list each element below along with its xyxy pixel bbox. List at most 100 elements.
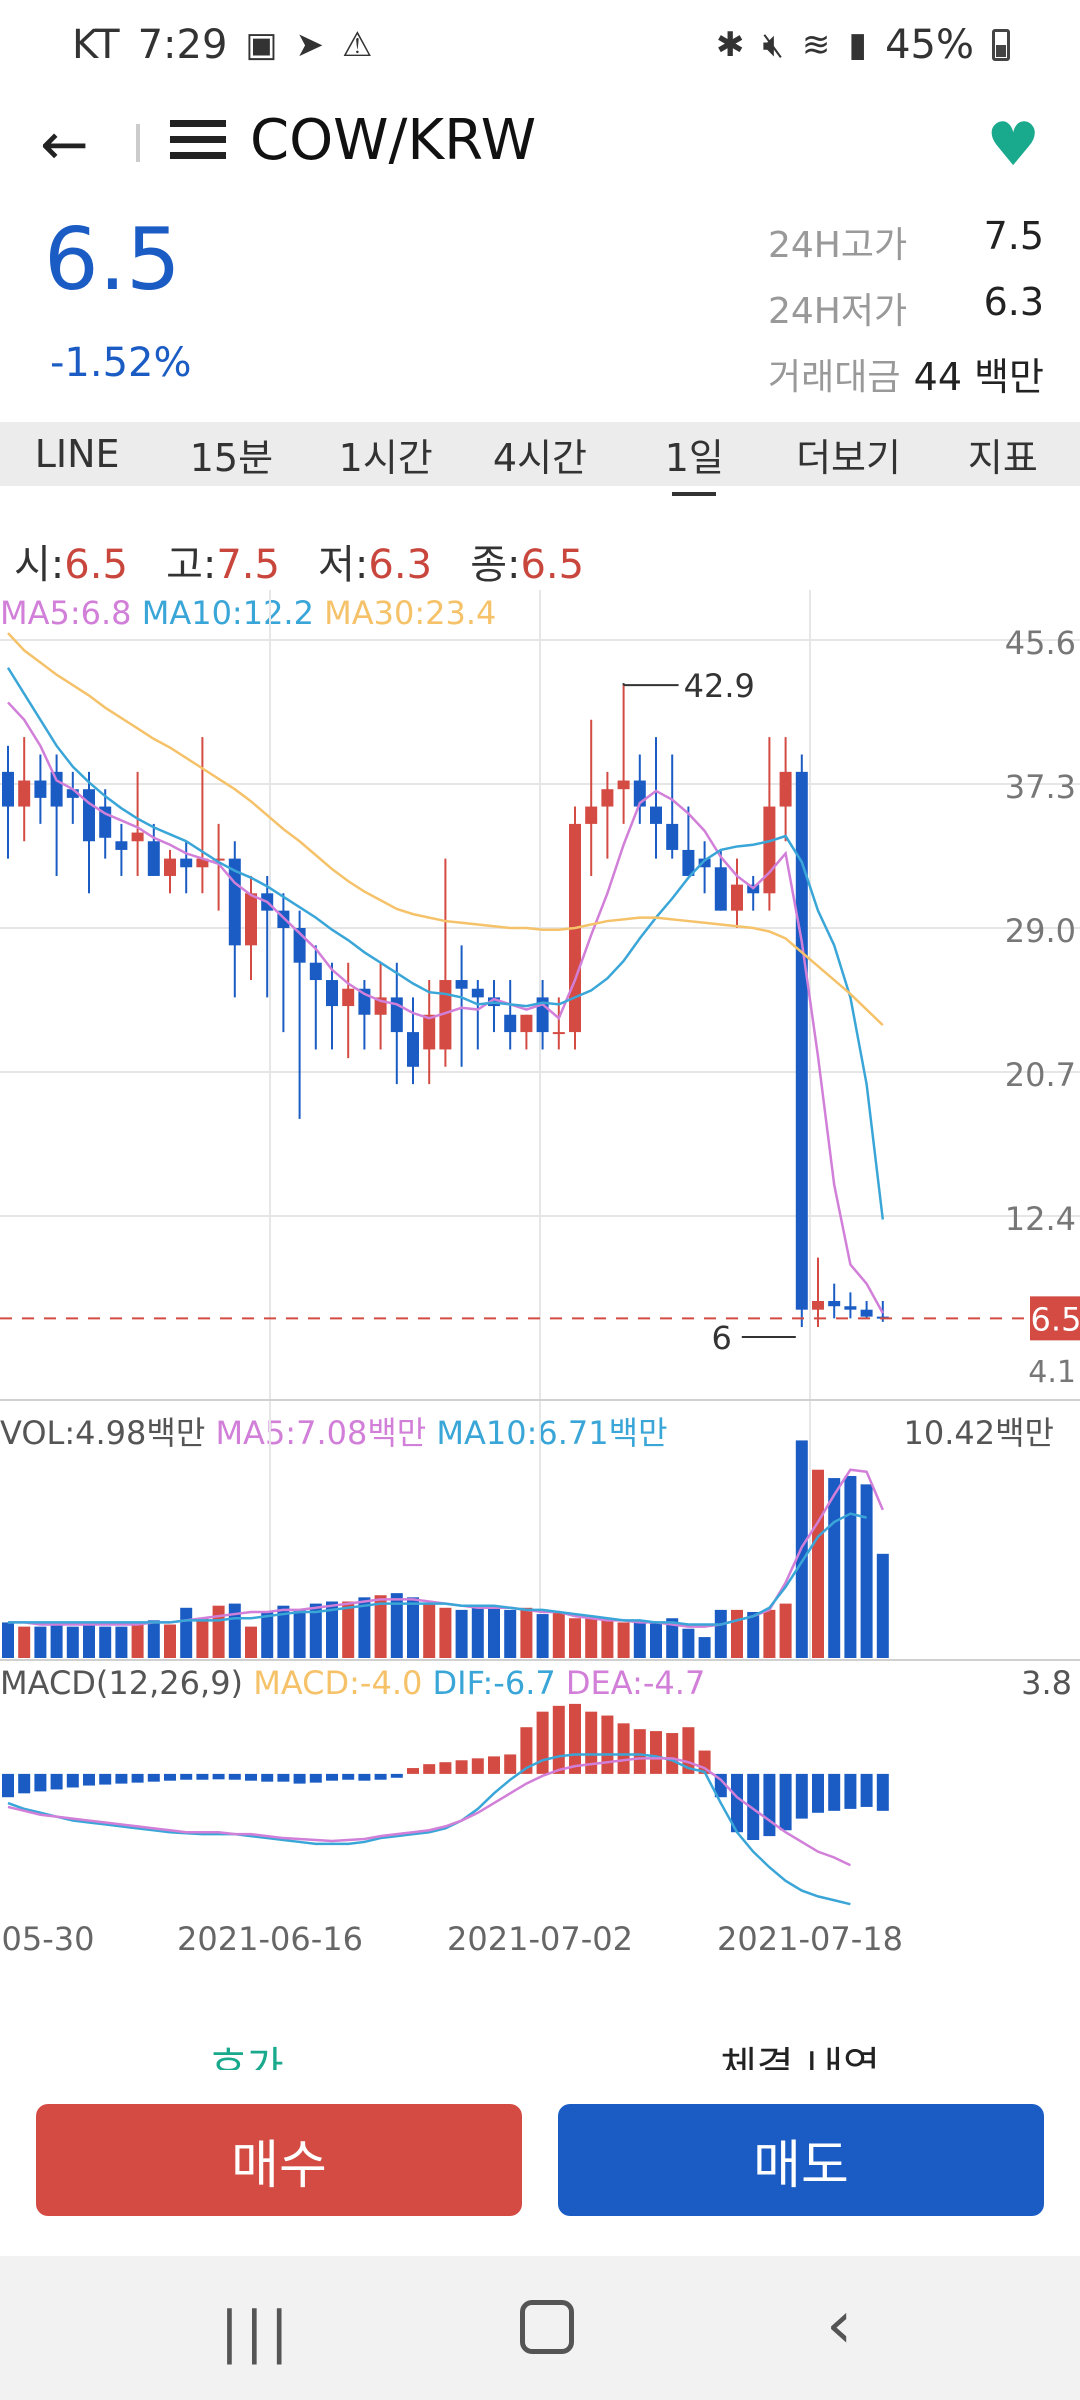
tab-orderbook[interactable]: 호가 xyxy=(210,2044,284,2070)
volume-bar xyxy=(779,1603,792,1658)
candle-body xyxy=(471,988,484,998)
dea-value: DEA:-4.7 xyxy=(565,1664,706,1702)
macd-bar xyxy=(731,1773,743,1833)
x-tick-label: 2021-07-18 xyxy=(717,1920,903,1958)
tab-trades[interactable]: 체결 내역 xyxy=(720,2044,880,2070)
y-tick-label: 29.0 xyxy=(1005,912,1076,950)
macd-bar xyxy=(536,1711,549,1774)
recent-apps-icon[interactable]: ||| xyxy=(220,2300,295,2365)
ma5-legend: MA5:6.8 xyxy=(0,594,132,632)
candle-body xyxy=(682,849,695,876)
vol-max-label: 10.42백만 xyxy=(903,1414,1055,1452)
macd-bar xyxy=(390,1773,403,1778)
candle-body xyxy=(407,1032,419,1067)
macd-bar xyxy=(455,1760,468,1774)
macd-bar xyxy=(520,1727,533,1774)
macd-bar xyxy=(245,1773,257,1781)
macd-bar xyxy=(83,1773,95,1786)
candle-body xyxy=(66,789,79,798)
macd-bar xyxy=(569,1703,581,1774)
battery-percent: 45% xyxy=(885,22,974,68)
current-price: 6.5 xyxy=(44,210,181,310)
notification-icon: ⚠ xyxy=(342,25,373,65)
volume-bar xyxy=(569,1618,581,1658)
macd-name: MACD(12,26,9) xyxy=(0,1664,244,1702)
x-tick-label: 2021-06-16 xyxy=(177,1920,363,1958)
volume-bar xyxy=(131,1624,144,1658)
back-arrow-icon[interactable]: ← xyxy=(40,110,89,178)
macd-bar xyxy=(164,1773,176,1781)
candle-body xyxy=(83,789,95,842)
tab-1d[interactable]: 1일 xyxy=(617,427,771,482)
y-tick-label: 12.4 xyxy=(1005,1200,1076,1238)
macd-bar xyxy=(50,1773,63,1790)
candle-body xyxy=(844,1306,857,1310)
menu-icon[interactable] xyxy=(170,120,226,168)
macd-bar xyxy=(504,1754,517,1774)
volume-ma10-line xyxy=(8,1512,867,1626)
volume-bar xyxy=(876,1553,889,1658)
tab-line[interactable]: LINE xyxy=(34,432,120,476)
x-tick-label: 2021-07-02 xyxy=(447,1920,633,1958)
candle-body xyxy=(617,780,630,790)
favorite-heart-icon[interactable]: ♥ xyxy=(986,110,1040,180)
macd-bar xyxy=(714,1773,727,1798)
volume-bar xyxy=(164,1624,176,1658)
volume-bar xyxy=(34,1626,47,1658)
macd-bar xyxy=(18,1773,31,1794)
macd-bar xyxy=(812,1773,824,1813)
bluetooth-icon: ✱ xyxy=(715,25,745,65)
macd-bar xyxy=(115,1773,128,1784)
tab-indicators[interactable]: 지표 xyxy=(967,435,1038,480)
macd-bar xyxy=(844,1773,857,1809)
macd-bar xyxy=(633,1729,646,1774)
macd-bar xyxy=(763,1773,776,1837)
macd-bar xyxy=(795,1773,808,1819)
pair-title[interactable]: COW/KRW xyxy=(250,108,537,173)
clock: 7:29 xyxy=(137,22,228,68)
volume-bar xyxy=(147,1620,160,1658)
macd-bar xyxy=(617,1723,630,1774)
macd-legend: MACD(12,26,9) MACD:-4.0 DIF:-6.7 DEA:-4.… xyxy=(0,1664,705,1702)
volume-bar xyxy=(682,1628,695,1658)
volume-bar xyxy=(536,1614,549,1658)
volume-bar xyxy=(374,1595,387,1658)
volume-bar xyxy=(650,1622,662,1658)
macd-max-label: 3.8 xyxy=(1021,1664,1072,1702)
status-left: KT 7:29 ▣ ➤ ⚠ xyxy=(72,22,373,68)
candle-body xyxy=(763,806,776,894)
candle-body xyxy=(34,780,47,798)
volume-bar xyxy=(633,1620,646,1658)
y-tick-label: 45.6 xyxy=(1005,624,1076,662)
y-tick-bottom: 4.1 xyxy=(1028,1355,1076,1390)
macd-bar xyxy=(342,1773,355,1780)
status-right: ✱ 🔇︎ ≋ ▮ 45% xyxy=(716,22,1010,68)
stat-high-value: 7.5 xyxy=(983,214,1044,258)
volume-bar xyxy=(18,1626,31,1658)
volume-bar xyxy=(504,1609,517,1658)
volume-bar xyxy=(309,1603,322,1658)
tab-15m[interactable]: 15분 xyxy=(189,435,274,480)
telegram-icon: ➤ xyxy=(295,25,325,65)
tab-4h[interactable]: 4시간 xyxy=(492,435,588,480)
stat-low-value: 6.3 xyxy=(983,280,1044,324)
candle-body xyxy=(147,841,160,876)
price-chart[interactable]: 45.6 37.3 29.0 20.7 12.4 4.1 6.5 42.9 6 05-30 2021… xyxy=(0,590,1080,1980)
macd-bar xyxy=(326,1773,338,1781)
volume-bar xyxy=(212,1605,225,1658)
nav-back-icon[interactable]: ‹ xyxy=(826,2286,853,2363)
tab-more[interactable]: 더보기 xyxy=(796,435,901,480)
volume-bar xyxy=(99,1626,112,1658)
status-bar: KT 7:29 ▣ ➤ ⚠ ✱ 🔇︎ ≋ ▮ 45% xyxy=(0,0,1080,96)
sell-button[interactable]: 매도 xyxy=(558,2104,1044,2216)
home-icon[interactable] xyxy=(520,2300,574,2354)
tab-1h[interactable]: 1시간 xyxy=(338,435,433,480)
volume-bar xyxy=(731,1609,743,1658)
macd-bar xyxy=(439,1762,452,1774)
macd-bar xyxy=(358,1773,371,1781)
candle-body xyxy=(650,806,662,824)
macd-bar xyxy=(666,1733,679,1774)
current-price-tag-bg xyxy=(1030,1296,1080,1341)
buy-button[interactable]: 매수 xyxy=(36,2104,522,2216)
macd-bar xyxy=(828,1773,841,1811)
